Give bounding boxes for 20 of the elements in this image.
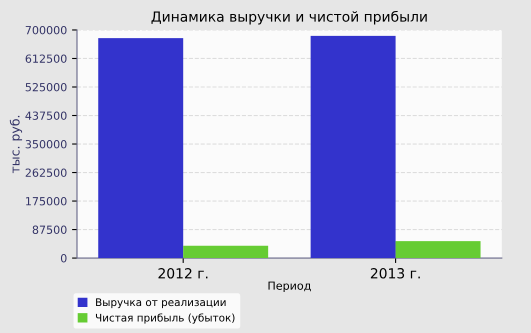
y-tick-label: 525000 bbox=[26, 82, 67, 92]
bar bbox=[183, 246, 268, 258]
y-tick-label: 437500 bbox=[25, 111, 67, 120]
chart-title: Динамика выручки и чистой прибыли bbox=[151, 10, 427, 25]
x-tick-label: 2012 г. bbox=[158, 268, 208, 279]
y-axis-title: тыс. руб. bbox=[10, 116, 22, 174]
y-tick-label: 175000 bbox=[26, 197, 67, 206]
y-tick-label: 0 bbox=[60, 254, 67, 262]
bar bbox=[310, 36, 396, 258]
bar bbox=[396, 241, 481, 258]
bar bbox=[98, 38, 184, 258]
legend-label: Чистая прибыль (убыток) bbox=[96, 313, 234, 324]
y-tick-label: 350000 bbox=[26, 140, 67, 148]
y-tick-label: 87500 bbox=[32, 226, 67, 234]
y-tick-label: 612500 bbox=[26, 54, 67, 63]
y-tick-label: 262500 bbox=[26, 168, 67, 177]
x-axis-title: Период bbox=[268, 282, 311, 292]
legend-label: Выручка от реализации bbox=[96, 298, 226, 308]
y-tick-label: 700000 bbox=[26, 26, 67, 34]
x-tick-label: 2013 г. bbox=[370, 268, 420, 279]
